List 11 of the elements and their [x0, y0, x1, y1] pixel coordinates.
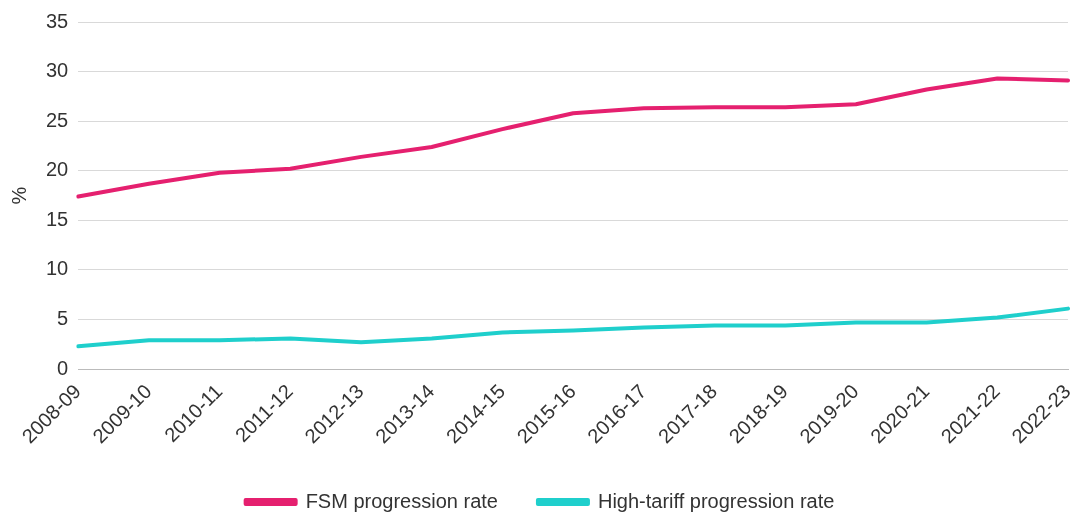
y-tick-label: 5 [57, 307, 69, 330]
y-tick-label: 25 [46, 108, 69, 131]
y-tick-label: 10 [46, 257, 69, 280]
y-tick-label: 20 [46, 158, 69, 181]
y-tick-label: 30 [46, 59, 69, 82]
legend-label: High-tariff progression rate [597, 489, 835, 512]
y-tick-label: 0 [57, 356, 69, 379]
legend-label: FSM progression rate [305, 489, 498, 512]
y-tick-label: 35 [46, 9, 69, 32]
y-tick-label: 15 [46, 207, 69, 230]
y-axis-title: % [7, 186, 30, 205]
